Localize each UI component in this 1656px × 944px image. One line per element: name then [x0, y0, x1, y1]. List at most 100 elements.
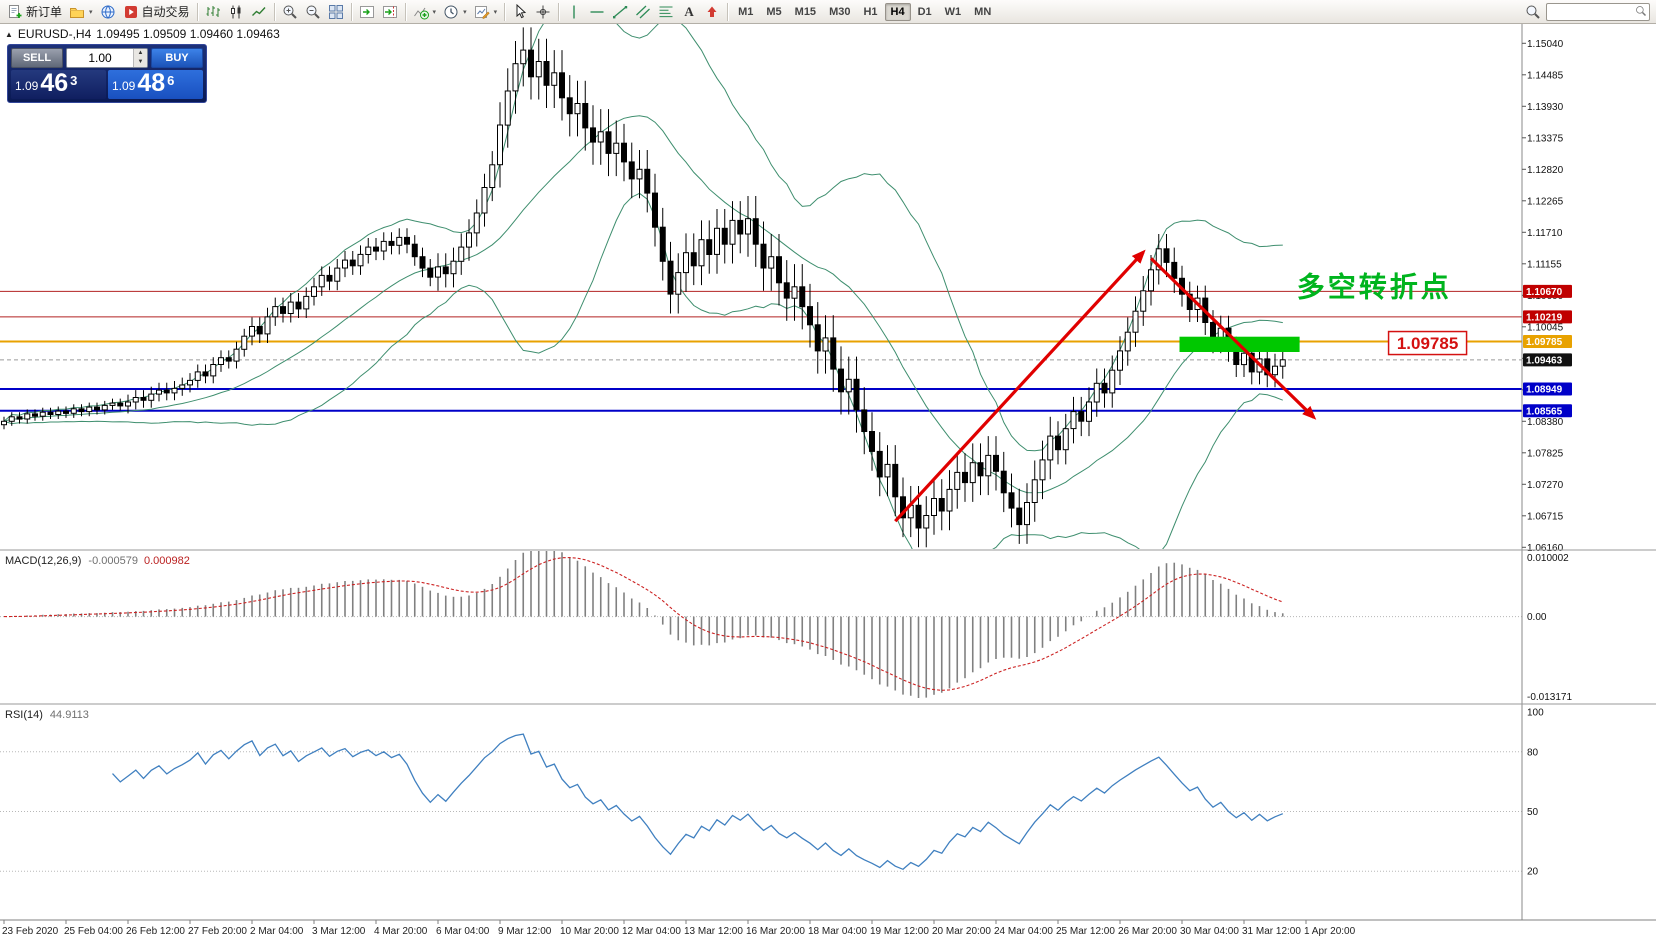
- turning-point-text[interactable]: 多空转折点: [1297, 270, 1452, 302]
- search-input-mag-icon: [1636, 6, 1647, 17]
- zoom-in-button[interactable]: [279, 1, 301, 22]
- line-chart-button[interactable]: [248, 1, 270, 22]
- svg-text:18 Mar 04:00: 18 Mar 04:00: [808, 926, 867, 937]
- search-icon[interactable]: [1525, 4, 1541, 20]
- timeframe-h1[interactable]: H1: [863, 5, 878, 18]
- templates-button[interactable]: ▾: [471, 1, 501, 22]
- timeframe-m30[interactable]: M30: [829, 5, 851, 18]
- profiles-button[interactable]: ▾: [66, 1, 96, 22]
- svg-text:16 Mar 20:00: 16 Mar 20:00: [746, 926, 805, 937]
- svg-text:2 Mar 04:00: 2 Mar 04:00: [250, 926, 304, 937]
- rsi-value: 44.9113: [49, 709, 89, 721]
- svg-text:0.010002: 0.010002: [1527, 553, 1569, 564]
- macd-label: MACD(12,26,9) -0.000579 0.000982: [5, 555, 190, 567]
- chart-shift-button[interactable]: [379, 1, 401, 22]
- one-click-trading-panel: SELL ▲ ▼ BUY 1.09 46 3 1.09 48 6: [7, 44, 207, 103]
- sell-button[interactable]: SELL: [11, 48, 63, 68]
- svg-text:13 Mar 12:00: 13 Mar 12:00: [684, 926, 743, 937]
- horizontal-line-icon: [590, 10, 604, 13]
- timeframe-d1[interactable]: D1: [917, 5, 932, 18]
- channel-button[interactable]: [632, 1, 654, 22]
- timeframe-m1[interactable]: M1: [738, 5, 754, 18]
- indicators-button[interactable]: ▾: [410, 1, 440, 22]
- horizontal-line-button[interactable]: [586, 1, 608, 22]
- macd-signal-line: [3, 557, 1283, 691]
- templates-icon: [474, 5, 490, 19]
- bollinger-bands[interactable]: [3, 0, 1283, 582]
- volume-stepper: ▲ ▼: [66, 48, 148, 68]
- clock-icon: [444, 5, 458, 18]
- svg-text:19 Mar 12:00: 19 Mar 12:00: [870, 926, 929, 937]
- up-trend-arrow[interactable]: [894, 249, 1146, 523]
- svg-text:9 Mar 12:00: 9 Mar 12:00: [498, 926, 552, 937]
- svg-text:1.13375: 1.13375: [1527, 133, 1564, 144]
- svg-text:1.09785: 1.09785: [1526, 337, 1563, 348]
- community-button[interactable]: [97, 1, 119, 22]
- volume-up-button[interactable]: ▲: [134, 49, 147, 58]
- fibonacci-button[interactable]: [655, 1, 677, 22]
- svg-text:1.08380: 1.08380: [1527, 417, 1564, 428]
- svg-text:0.00: 0.00: [1527, 612, 1547, 623]
- trendline-button[interactable]: [609, 1, 631, 22]
- svg-text:1.13930: 1.13930: [1527, 102, 1564, 113]
- macd-panel[interactable]: [0, 548, 1522, 698]
- candlestick-chart-button[interactable]: [225, 1, 247, 22]
- timeframe-m5[interactable]: M5: [766, 5, 782, 18]
- toolbar-separator: [196, 2, 198, 21]
- svg-text:1 Apr 20:00: 1 Apr 20:00: [1304, 926, 1356, 937]
- svg-text:20 Mar 20:00: 20 Mar 20:00: [932, 926, 991, 937]
- toolbar-separator: [504, 2, 506, 21]
- new-order-button[interactable]: 新订单: [4, 1, 65, 22]
- indicators-icon: [413, 7, 429, 19]
- periods-button[interactable]: ▾: [440, 1, 470, 22]
- timeframe-w1[interactable]: W1: [944, 5, 962, 18]
- tile-windows-button[interactable]: [325, 1, 347, 22]
- bar-chart-button[interactable]: [202, 1, 224, 22]
- timeframe-m15[interactable]: M15: [794, 5, 817, 18]
- price-axis[interactable]: 1.15040 1.14485 1.13930 1.13375 1.12820 1.122…: [1521, 24, 1656, 944]
- timeframe-h4[interactable]: H4: [884, 2, 911, 21]
- buy-button[interactable]: BUY: [151, 48, 203, 68]
- macd-main-value: -0.000579: [88, 555, 138, 567]
- volume-input[interactable]: [67, 49, 133, 67]
- ask-frac: 6: [167, 73, 175, 88]
- bid-pips: 46: [40, 69, 69, 97]
- volume-down-button[interactable]: ▼: [134, 58, 147, 67]
- vertical-line-button[interactable]: [563, 1, 585, 22]
- svg-text:1.09785: 1.09785: [1397, 334, 1458, 353]
- zoom-out-button[interactable]: [302, 1, 324, 22]
- rsi-panel[interactable]: [0, 733, 1522, 872]
- arrows-tool-button[interactable]: [701, 1, 723, 22]
- svg-text:1.06715: 1.06715: [1527, 511, 1564, 522]
- bid-frac: 3: [70, 73, 78, 88]
- svg-text:1.12820: 1.12820: [1527, 165, 1564, 176]
- search-input[interactable]: [1546, 3, 1650, 21]
- auto-scroll-button[interactable]: [356, 1, 378, 22]
- price-tag-label[interactable]: 1.09785: [1387, 330, 1468, 356]
- rsi-line: [112, 733, 1284, 871]
- timeframe-mn[interactable]: MN: [974, 5, 992, 18]
- down-trend-arrow[interactable]: [1149, 257, 1317, 420]
- auto-trading-button[interactable]: 自动交易: [120, 1, 193, 22]
- bid-price[interactable]: 1.09 46 3: [11, 70, 106, 99]
- ask-price[interactable]: 1.09 48 6: [108, 70, 203, 99]
- text-tool-button[interactable]: A: [678, 1, 700, 22]
- equidistant-channel-icon: [636, 5, 651, 18]
- arrow-marker-icon: [707, 6, 717, 17]
- symbol-icon: ▲: [5, 29, 13, 39]
- svg-text:1.11710: 1.11710: [1527, 228, 1563, 239]
- time-axis[interactable]: 23 Feb 2020 25 Feb 04:00 26 Feb 12:00 27 Fe…: [0, 919, 1656, 937]
- price-marker-badge: 1.10670: [1523, 284, 1572, 298]
- toolbar: 新订单 ▾ 自动交易 ▾ ▾: [0, 0, 1656, 24]
- svg-text:50: 50: [1527, 807, 1539, 818]
- svg-text:6 Mar 04:00: 6 Mar 04:00: [436, 926, 490, 937]
- crosshair-button[interactable]: [532, 1, 554, 22]
- svg-text:12 Mar 04:00: 12 Mar 04:00: [622, 926, 681, 937]
- profiles-folder-icon: [70, 7, 85, 18]
- cursor-icon: [516, 3, 527, 18]
- ask-pips: 48: [137, 69, 166, 97]
- main-chart-panel[interactable]: 多空转折点 1.09785: [0, 0, 1522, 582]
- cursor-button[interactable]: [509, 1, 531, 22]
- candles-layer: [1, 27, 1286, 548]
